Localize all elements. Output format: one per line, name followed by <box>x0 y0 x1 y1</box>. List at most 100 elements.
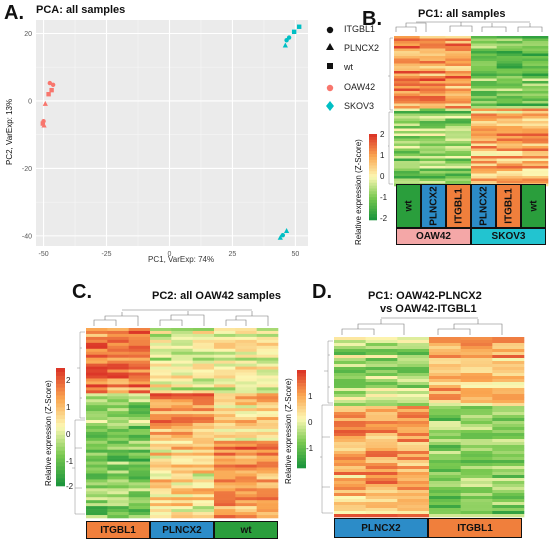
hm-b-cell-1-1 <box>419 38 446 42</box>
hm-d-cell-13-2 <box>397 376 430 380</box>
hm-c-cell-31-2 <box>128 420 151 424</box>
hm-d-cell-44-3 <box>429 469 461 473</box>
hm-d-cell-34-1 <box>365 439 398 443</box>
panel-d-title-line1: PC1: OAW42-PLNCX2 <box>368 290 482 302</box>
hm-c-cell-14-3 <box>150 369 172 373</box>
hm-c-cell-24-7 <box>235 399 257 403</box>
hm-c-cell-58-7 <box>235 500 257 504</box>
panel-c-dendrogram <box>93 309 269 326</box>
hm-b-cell-32-3 <box>471 116 497 119</box>
hm-b-cell-29-4 <box>496 108 523 112</box>
hm-b-cell-3-2 <box>445 43 472 47</box>
hm-c-cell-16-6 <box>214 375 236 379</box>
hm-b-cell-56-4 <box>496 176 523 179</box>
legend-wt: wt <box>344 62 353 72</box>
hm-b-cell-32-2 <box>445 116 472 119</box>
hm-c-cell-47-5 <box>192 467 215 471</box>
hm-c-cell-30-6 <box>214 417 236 421</box>
hm-c-cell-16-4 <box>171 375 193 379</box>
hm-b-cell-3-0 <box>394 43 420 47</box>
hm-c-cell-29-5 <box>192 414 215 418</box>
hm-c-cell-3-2 <box>128 336 151 341</box>
hm-d-cell-6-4 <box>460 355 493 359</box>
hm-b-cell-15-3 <box>471 73 497 77</box>
hm-c-cell-11-1 <box>107 360 129 364</box>
hm-b-cell-28-2 <box>445 106 472 109</box>
hm-d-cell-10-0 <box>334 367 366 371</box>
panel-c-cb-tick-m1: -1 <box>66 457 74 466</box>
cb-b-seg-29 <box>369 217 377 221</box>
hm-d-cell-34-3 <box>429 439 461 443</box>
hm-b-cell-0-2 <box>445 36 472 39</box>
hm-d-cell-5-3 <box>429 352 461 356</box>
hm-b-cell-9-1 <box>419 58 446 62</box>
hm-d-cell-57-0 <box>334 508 366 512</box>
cb-b-seg-20 <box>369 191 377 195</box>
hm-d-cell-40-0 <box>334 457 366 461</box>
legend-shape-symbols <box>326 26 334 111</box>
hm-d-cell-11-5 <box>492 370 525 374</box>
hm-d-cell-4-5 <box>492 349 525 353</box>
panel-c-colorbar <box>56 368 65 487</box>
legend-triangle-symbol <box>326 43 334 50</box>
hm-c-cell-33-4 <box>171 425 193 430</box>
hm-c-cell-38-8 <box>256 440 279 445</box>
hm-c-cell-13-8 <box>256 366 279 370</box>
hm-d-cell-50-4 <box>460 487 493 491</box>
cb-c-seg-17 <box>56 434 65 440</box>
hm-b-cell-39-5 <box>522 133 549 137</box>
hm-c-cell-24-6 <box>214 399 236 403</box>
hm-c-cell-41-8 <box>256 449 279 453</box>
hm-b-cell-42-0 <box>394 141 420 144</box>
hm-c-cell-42-0 <box>86 452 108 456</box>
hm-b-cell-17-3 <box>471 78 497 82</box>
hm-b-cell-58-5 <box>522 181 549 184</box>
hm-d-cell-58-1 <box>365 511 398 515</box>
hm-c-cell-20-1 <box>107 387 129 391</box>
hm-c-cell-63-5 <box>192 515 215 519</box>
hm-c-cell-34-2 <box>128 428 151 433</box>
hm-d-cell-43-4 <box>460 466 493 470</box>
cb-b-seg-15 <box>369 177 377 181</box>
hm-b-cell-1-4 <box>496 38 523 42</box>
hm-d-cell-38-0 <box>334 451 366 455</box>
hm-c-cell-12-5 <box>192 363 215 367</box>
hm-d-cell-14-2 <box>397 379 430 383</box>
panel-c-heatmap <box>86 328 279 519</box>
hm-b-cell-6-4 <box>496 51 523 54</box>
hm-c-cell-28-2 <box>128 411 151 415</box>
hm-c-cell-42-2 <box>128 452 151 456</box>
cb-b-seg-17 <box>369 182 377 186</box>
hm-c-cell-4-8 <box>256 339 279 344</box>
hm-c-cell-56-6 <box>214 494 236 498</box>
hm-b-cell-20-4 <box>496 86 523 89</box>
hm-b-cell-25-2 <box>445 98 472 102</box>
hm-c-cell-41-7 <box>235 449 257 453</box>
hm-c-cell-20-4 <box>171 387 193 391</box>
cb-b-seg-4 <box>369 145 377 149</box>
hm-c-cell-8-2 <box>128 351 151 356</box>
hm-c-cell-32-1 <box>107 423 129 427</box>
hm-b-cell-8-4 <box>496 56 523 59</box>
hm-c-cell-23-0 <box>86 396 108 400</box>
hm-b-cell-52-1 <box>419 166 446 169</box>
hm-c-cell-26-1 <box>107 405 129 409</box>
cb-b-seg-19 <box>369 188 377 192</box>
hm-c-cell-49-6 <box>214 473 236 477</box>
hm-c-cell-4-4 <box>171 339 193 344</box>
hm-b-cell-31-1 <box>419 113 446 117</box>
hm-c-cell-62-4 <box>171 512 193 516</box>
hm-d-cell-9-0 <box>334 364 366 368</box>
panel-b-box-wt-1-label: wt <box>403 200 414 212</box>
hm-b-cell-52-5 <box>522 166 549 169</box>
hm-d-cell-23-1 <box>365 406 398 410</box>
cb-c-seg-15 <box>56 427 65 432</box>
hm-b-cell-6-0 <box>394 51 420 54</box>
hm-c-cell-47-4 <box>171 467 193 471</box>
hm-d-cell-15-1 <box>365 382 398 386</box>
hm-d-cell-21-2 <box>397 400 430 404</box>
pca-ylabel: PC2, VarExp: 13% <box>5 98 14 165</box>
hm-c-cell-17-0 <box>86 378 108 382</box>
hm-c-cell-57-2 <box>128 497 151 501</box>
hm-c-cell-37-4 <box>171 437 193 442</box>
